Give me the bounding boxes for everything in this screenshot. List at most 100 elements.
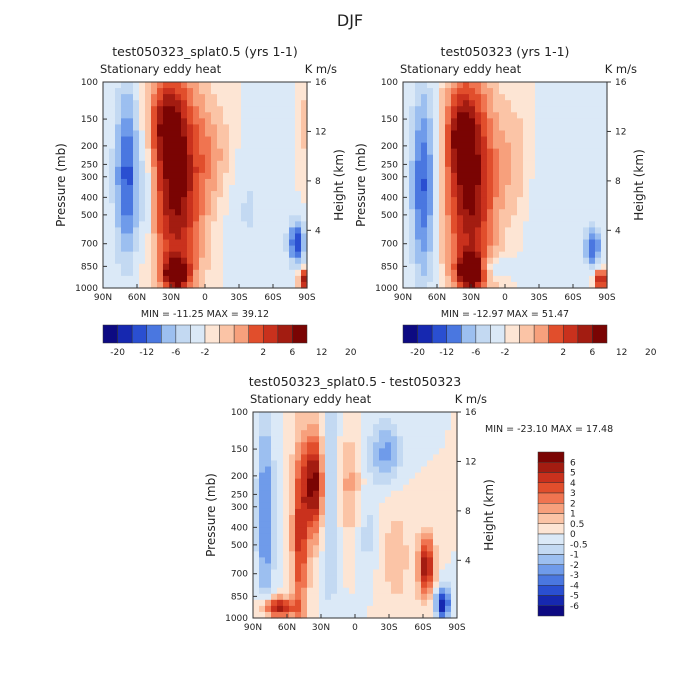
contour-cell: [253, 557, 260, 565]
contour-cell: [541, 178, 548, 186]
contour-cell: [259, 484, 266, 492]
contour-cell: [403, 124, 410, 132]
contour-cell: [271, 269, 278, 277]
contour-cell: [139, 185, 146, 192]
contour-cell: [277, 484, 284, 492]
contour-cell: [427, 178, 434, 186]
contour-cell: [139, 221, 146, 229]
contour-cell: [535, 221, 542, 229]
contour-cell: [409, 136, 416, 144]
contour-cell: [301, 178, 308, 186]
contour-cell: [121, 239, 128, 247]
contour-cell: [601, 215, 608, 222]
colorbar-swatch: [519, 324, 535, 344]
contour-cell: [163, 263, 170, 271]
contour-cell: [217, 263, 224, 271]
contour-cell: [325, 611, 332, 619]
contour-cell: [301, 527, 308, 534]
contour-cell: [583, 263, 590, 271]
contour-cell: [217, 203, 224, 210]
contour-cell: [223, 221, 230, 229]
contour-cell: [397, 424, 404, 431]
contour-cell: [343, 581, 350, 589]
contour-cell: [469, 166, 476, 174]
contour-cell: [265, 454, 272, 462]
contour-cell: [289, 436, 296, 443]
contour-cell: [397, 521, 404, 528]
contour-cell: [277, 575, 284, 583]
contour-cell: [415, 251, 422, 259]
contour-cell: [277, 233, 284, 241]
contour-cell: [223, 245, 230, 253]
contour-cell: [499, 221, 506, 229]
contour-cell: [421, 215, 428, 222]
contour-cell: [541, 185, 548, 192]
contour-cell: [385, 412, 392, 419]
contour-cell: [487, 130, 494, 138]
contour-cell: [361, 436, 368, 443]
contour-cell: [277, 112, 284, 119]
contour-cell: [493, 172, 500, 180]
contour-cell: [523, 269, 530, 277]
contour-cell: [325, 508, 332, 516]
contour-cell: [487, 160, 494, 168]
contour-cell: [337, 502, 344, 510]
contour-cell: [547, 203, 554, 210]
contour-cell: [343, 508, 350, 516]
contour-cell: [493, 82, 500, 89]
contour-cell: [253, 221, 260, 229]
contour-cell: [469, 203, 476, 210]
contour-cell: [553, 148, 560, 156]
contour-cell: [385, 581, 392, 589]
contour-cell: [277, 496, 284, 504]
contour-cell: [277, 599, 284, 607]
contour-cell: [559, 124, 566, 132]
contour-cell: [421, 227, 428, 235]
contour-cell: [421, 209, 428, 216]
contour-cell: [325, 484, 332, 492]
contour-cell: [451, 94, 458, 101]
contour-cell: [481, 160, 488, 168]
colorbar-label: -5: [570, 592, 579, 602]
contour-cell: [295, 124, 302, 132]
contour-cell: [397, 551, 404, 559]
contour-cell: [103, 251, 110, 259]
contour-cell: [601, 100, 608, 107]
contour-cell: [175, 88, 182, 95]
y-right-axis-label: Height (km): [332, 149, 346, 220]
contour-cell: [409, 436, 416, 443]
contour-cell: [283, 281, 290, 289]
colorbar-swatch: [146, 324, 162, 344]
contour-cell: [301, 508, 308, 516]
contour-cell: [121, 209, 128, 216]
contour-cell: [325, 605, 332, 613]
contour-cell: [511, 172, 518, 180]
contour-cell: [193, 215, 200, 222]
contour-cell: [379, 587, 386, 595]
contour-cell: [289, 106, 296, 113]
contour-cell: [403, 172, 410, 180]
contour-cell: [259, 563, 266, 571]
y-right-axis-label: Height (km): [632, 149, 646, 220]
contour-cell: [289, 442, 296, 449]
contour-cell: [391, 490, 398, 498]
contour-cell: [385, 490, 392, 498]
contour-cell: [445, 227, 452, 235]
contour-cell: [601, 148, 608, 156]
contour-cell: [319, 581, 326, 589]
contour-cell: [313, 611, 320, 619]
contour-cell: [349, 430, 356, 437]
contour-cell: [199, 178, 206, 186]
contour-cell: [511, 191, 518, 198]
contour-cell: [253, 551, 260, 559]
contour-cell: [115, 172, 122, 180]
contour-cell: [433, 593, 440, 601]
contour-cell: [319, 508, 326, 516]
contour-cell: [451, 460, 458, 468]
contour-cell: [295, 172, 302, 180]
contour-cell: [223, 257, 230, 265]
contour-cell: [247, 203, 254, 210]
contour-cell: [157, 269, 164, 277]
contour-cell: [409, 605, 416, 613]
contour-cell: [331, 569, 338, 577]
